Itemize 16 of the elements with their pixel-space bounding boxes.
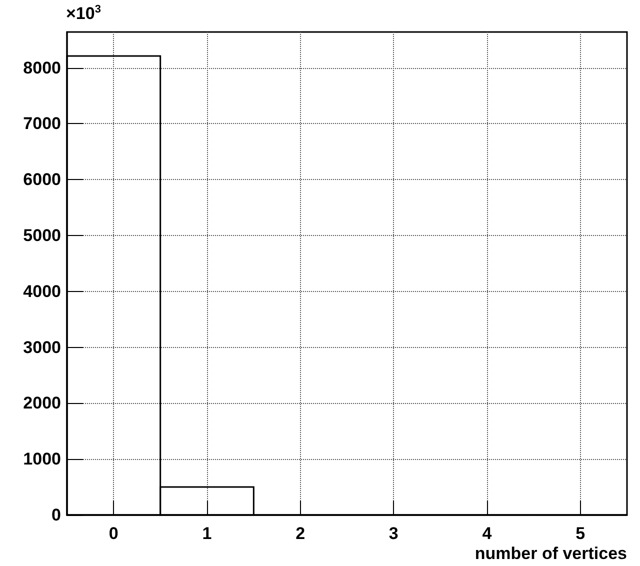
y-tick-label: 8000 <box>23 58 61 78</box>
x-tick-label: 4 <box>482 524 492 543</box>
y-tick-label: 7000 <box>23 114 61 134</box>
x-tick-label: 5 <box>576 524 586 543</box>
y-tick-label: 0 <box>52 506 61 524</box>
x-tick-label: 2 <box>296 524 306 543</box>
x-tick-label: 0 <box>108 524 118 543</box>
x-tick-label: 1 <box>202 524 212 543</box>
y-tick-label: 6000 <box>23 170 61 190</box>
y-tick-label: 1000 <box>23 450 61 469</box>
x-tick-label: 3 <box>388 524 398 543</box>
y-tick-label: 3000 <box>23 338 61 357</box>
y-tick-label: 5000 <box>23 226 61 245</box>
y-tick-label: 4000 <box>23 282 61 301</box>
y-tick-label: 2000 <box>23 394 61 413</box>
x-axis-title: number of vertices <box>474 544 628 563</box>
